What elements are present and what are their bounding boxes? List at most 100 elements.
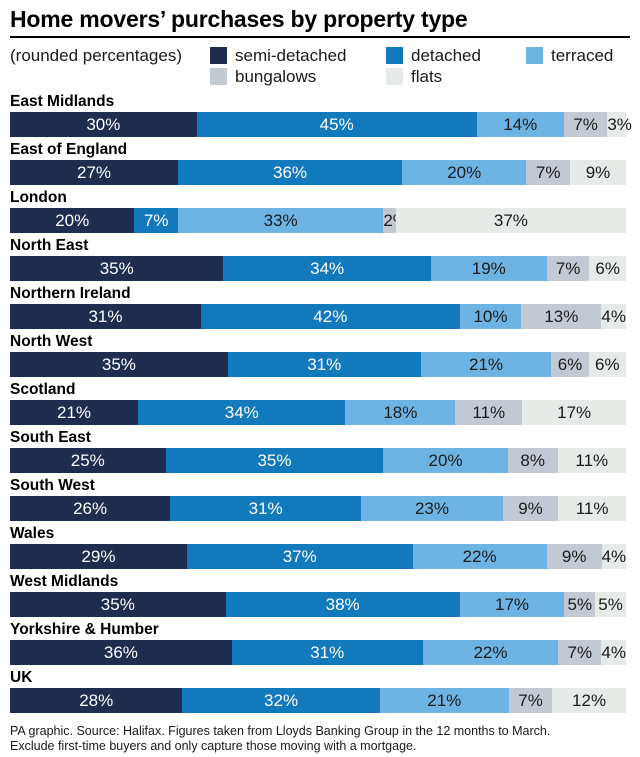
legend-section: (rounded percentages) semi-detached detac… [0,38,640,90]
region-label: UK [10,669,33,686]
bar-segment-detached: 45% [196,112,477,137]
bar-segment-detached: 31% [170,496,362,521]
bar-segment-bungalows: 7% [546,256,590,281]
region-row: South West 26% 31% 23% 9% 11% [10,476,626,524]
stacked-bar: 28% 32% 21% 7% 12% [10,688,627,713]
region-row: West Midlands 35% 38% 17% 5% 5% [10,572,626,620]
bar-segment-terraced: 18% [345,400,456,425]
legend-swatch-icon [526,47,543,64]
bar-segment-detached: 35% [165,448,384,473]
legend-item-semi-detached: semi-detached [210,45,386,66]
bar-segment-flats: 3% [607,112,632,137]
region-row: East of England 27% 36% 20% 7% 9% [10,140,626,188]
region-label: South East [10,429,91,446]
bar-segment-bungalows: 7% [526,160,570,185]
page-title: Home movers’ purchases by property type [10,6,468,32]
bar-segment-flats: 11% [557,448,626,473]
legend-swatch-icon [386,47,403,64]
stacked-bar: 35% 31% 21% 6% 6% [10,352,626,377]
bar-segment-semi-detached: 20% [10,208,135,233]
region-label: North East [10,237,89,254]
bar-segment-semi-detached: 31% [10,304,201,329]
bar-segment-semi-detached: 27% [10,160,178,185]
bar-segment-semi-detached: 25% [10,448,166,473]
bar-segment-terraced: 19% [430,256,547,281]
legend-swatch-icon [210,47,227,64]
bar-segment-flats: 4% [601,544,626,569]
bar-segment-detached: 32% [182,688,380,713]
title-divider [10,36,630,38]
bar-segment-semi-detached: 35% [10,352,228,377]
legend: semi-detached detached terraced bungalows fl… [210,45,630,87]
bar-segment-bungalows: 2% [383,208,408,233]
region-row: Northern Ireland 31% 42% 10% 13% 4% [10,284,626,332]
region-row: Wales 29% 37% 22% 9% 4% [10,524,626,572]
bar-segment-bungalows: 5% [564,592,596,617]
bar-segment-bungalows: 7% [508,688,553,713]
bar-segment-detached: 36% [178,160,402,185]
stacked-bar: 36% 31% 22% 7% 4% [10,640,626,665]
bar-segment-terraced: 22% [412,544,547,569]
stacked-bar: 20%7%33%2%37% [10,208,626,233]
bar-segment-semi-detached: 35% [10,592,226,617]
legend-item-flats: flats [386,66,526,87]
stacked-bar: 21% 34% 18% 11% 17% [10,400,626,425]
bar-segment-terraced: 10% [459,304,522,329]
legend-label: flats [411,67,443,86]
bar-segment-detached: 37% [186,544,413,569]
bar-segment-bungalows: 6% [551,352,589,377]
stacked-bar: 27% 36% 20% 7% 9% [10,160,626,185]
bar-segment-terraced: 33% [178,208,384,233]
region-row: North East 35% 34% 19% 7% 6% [10,236,626,284]
region-label: Yorkshire & Humber [10,621,159,638]
legend-label: bungalows [235,67,317,86]
bar-segment-flats: 4% [601,640,626,665]
legend-item-terraced: terraced [526,45,630,66]
bar-segment-detached: 34% [223,256,431,281]
footer: PA graphic. Source: Halifax. Figures tak… [0,716,640,754]
bar-segment-terraced: 22% [422,640,559,665]
region-row: UK 28% 32% 21% 7% 12% [10,668,627,716]
bar-segment-flats: 9% [570,160,626,185]
header: Home movers’ purchases by property type [0,0,640,38]
stacked-bar: 35% 34% 19% 7% 6% [10,256,626,281]
bar-segment-terraced: 17% [459,592,565,617]
region-label: London [10,189,67,206]
legend-item-bungalows: bungalows [210,66,386,87]
bar-segment-bungalows: 9% [546,544,602,569]
bar-segment-bungalows: 13% [521,304,602,329]
bar-segment-detached: 31% [231,640,423,665]
region-row: East Midlands 30% 45% 14% 7% 3% [10,92,632,140]
stacked-bar: 30% 45% 14% 7% 3% [10,112,632,137]
bar-segment-semi-detached: 21% [10,400,139,425]
bar-segment-terraced: 23% [361,496,503,521]
legend-swatch-icon [386,68,403,85]
bar-segment-semi-detached: 28% [10,688,183,713]
region-label: Wales [10,525,55,542]
legend-label: detached [411,46,481,65]
footer-source-line: PA graphic. Source: Halifax. Figures tak… [10,724,551,738]
region-label: Northern Ireland [10,285,131,302]
region-row: Scotland 21% 34% 18% 11% 17% [10,380,626,428]
stacked-bar: 31% 42% 10% 13% 4% [10,304,626,329]
bar-segment-detached: 38% [225,592,460,617]
bar-segment-detached: 7% [134,208,178,233]
bar-segment-flats: 17% [522,400,626,425]
bar-segment-terraced: 21% [379,688,509,713]
region-label: East of England [10,141,128,158]
region-label: North West [10,333,93,350]
region-row: Yorkshire & Humber 36% 31% 22% 7% 4% [10,620,626,668]
bar-segment-bungalows: 7% [558,640,602,665]
bar-segment-bungalows: 7% [563,112,608,137]
bar-segment-terraced: 21% [420,352,552,377]
stacked-bar: 25% 35% 20% 8% 11% [10,448,626,473]
legend-label: terraced [551,46,614,65]
region-row: South East 25% 35% 20% 8% 11% [10,428,626,476]
bar-segment-bungalows: 8% [507,448,558,473]
bar-segment-flats: 12% [552,688,627,713]
stacked-bar: 35% 38% 17% 5% 5% [10,592,626,617]
bar-segment-terraced: 20% [402,160,527,185]
bar-segment-bungalows: 11% [455,400,523,425]
bar-segment-terraced: 20% [383,448,508,473]
